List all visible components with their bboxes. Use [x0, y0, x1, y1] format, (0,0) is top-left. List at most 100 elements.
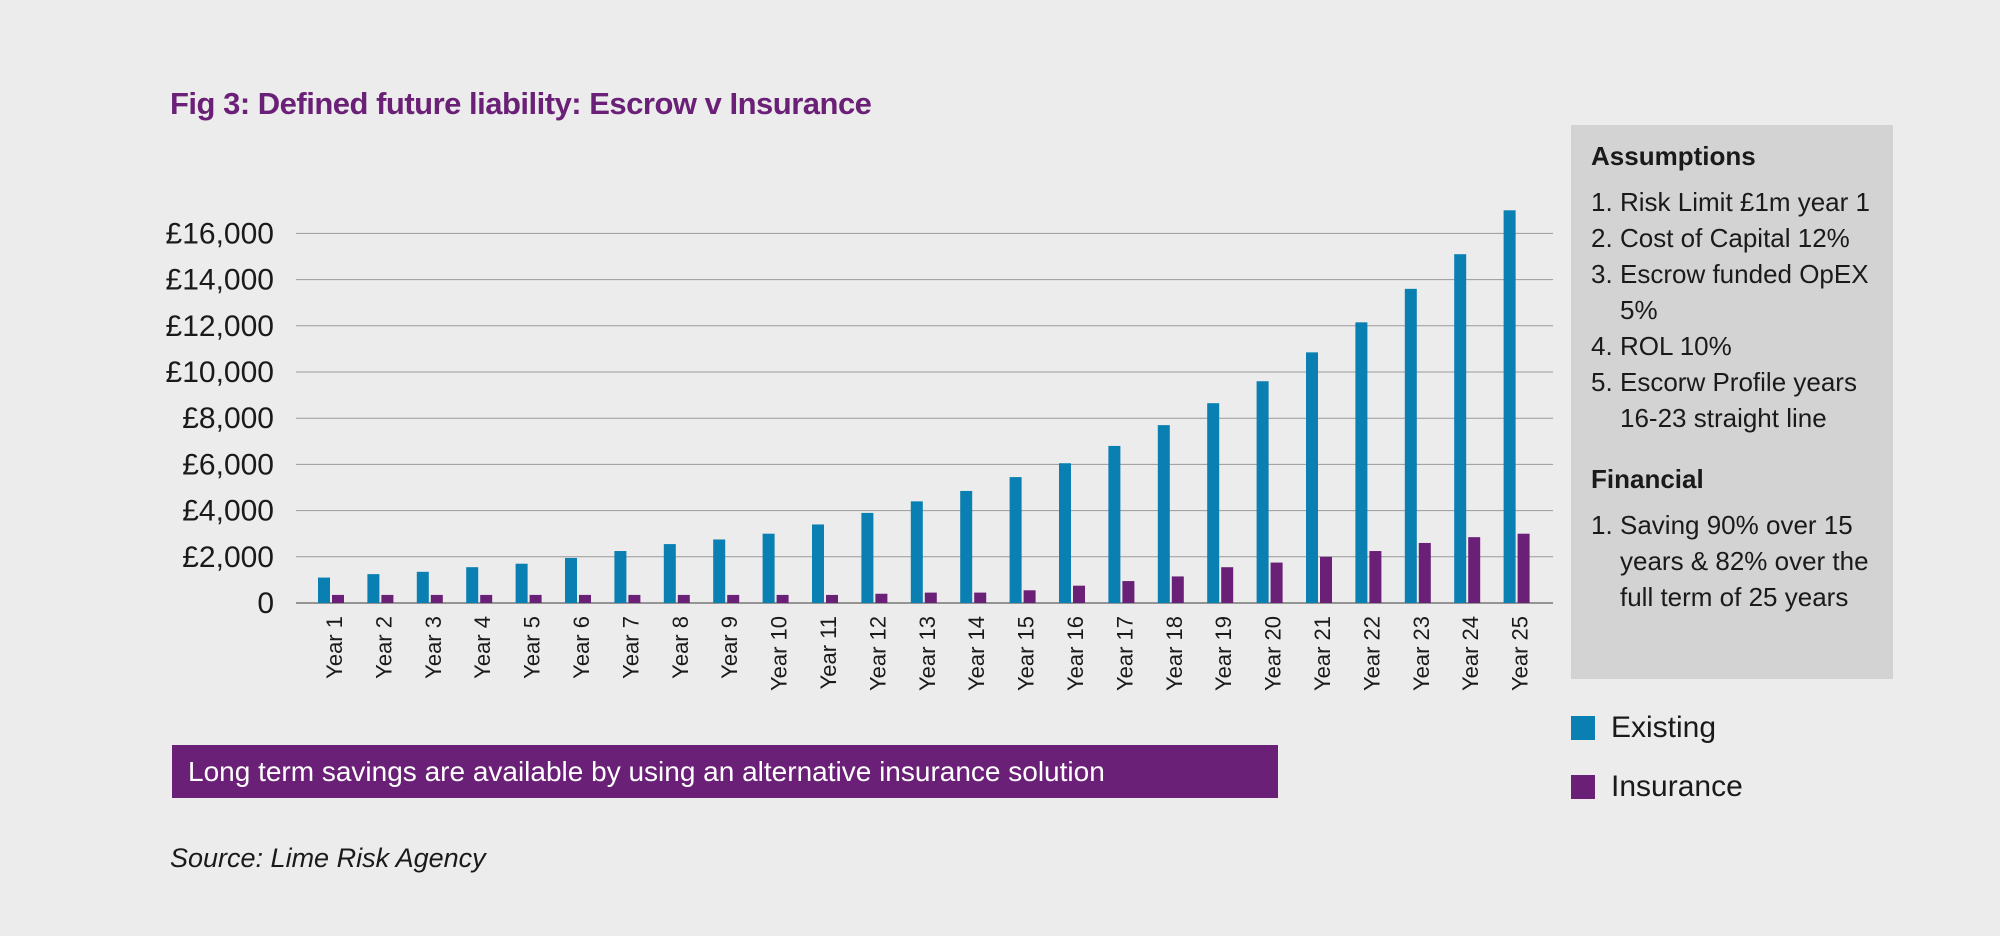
y-tick-label: £16,000	[166, 217, 274, 250]
x-tick-label: Year 21	[1310, 616, 1335, 691]
assumptions-panel: Assumptions 1. Risk Limit £1m year 1 2. Co…	[1571, 125, 1893, 679]
bar-insurance	[1369, 551, 1382, 603]
bar-insurance	[579, 594, 591, 603]
bar-insurance	[529, 594, 542, 603]
assumption-number: 3.	[1591, 259, 1613, 289]
financial-text: Saving 90% over 15 years & 82% over the …	[1620, 510, 1869, 612]
bar-insurance	[677, 594, 690, 603]
assumption-item: 5. Escorw Profile years 16-23 straight li…	[1591, 364, 1873, 436]
legend-item-insurance: Insurance	[1571, 767, 1743, 807]
savings-banner: Long term savings are available by using…	[172, 745, 1278, 798]
chart-title: Fig 3: Defined future liability: Escrow …	[170, 86, 872, 121]
bar-existing	[466, 567, 479, 603]
assumption-item: 1. Risk Limit £1m year 1	[1591, 184, 1873, 220]
financial-number: 1.	[1591, 510, 1613, 540]
bar-existing	[1157, 425, 1170, 603]
x-tick-label: Year 25	[1508, 616, 1533, 691]
assumption-item: 2. Cost of Capital 12%	[1591, 220, 1873, 256]
bar-insurance	[1468, 537, 1481, 603]
x-tick-label: Year 23	[1409, 616, 1434, 691]
bar-insurance	[1122, 581, 1135, 603]
bar-existing	[1256, 381, 1269, 603]
bar-insurance	[727, 594, 740, 603]
bar-existing	[1108, 445, 1121, 603]
bar-existing	[1306, 352, 1318, 603]
x-tick-label: Year 11	[816, 616, 841, 689]
bar-existing	[910, 501, 923, 603]
x-tick-label: Year 16	[1063, 616, 1088, 691]
y-tick-label: £10,000	[166, 356, 274, 389]
chart-legend: Existing Insurance	[1571, 708, 1743, 826]
bar-existing	[318, 577, 330, 603]
y-tick-label: £6,000	[182, 448, 274, 481]
x-tick-label: Year 13	[915, 616, 940, 691]
assumption-number: 5.	[1591, 367, 1613, 397]
legend-label-insurance: Insurance	[1611, 770, 1743, 803]
bar-existing	[367, 574, 380, 603]
x-tick-label: Year 15	[1014, 616, 1039, 691]
bar-existing	[960, 490, 973, 603]
bar-existing	[565, 557, 577, 603]
assumption-text: Escrow funded OpEX 5%	[1620, 259, 1869, 325]
financial-heading: Financial	[1591, 464, 1704, 494]
x-tick-label: Year 12	[865, 616, 890, 691]
bar-existing	[1009, 477, 1022, 603]
assumption-number: 1.	[1591, 187, 1613, 217]
x-tick-label: Year 24	[1458, 616, 1483, 691]
bar-insurance	[826, 594, 838, 603]
bar-insurance	[628, 594, 641, 603]
x-tick-label: Year 22	[1359, 616, 1384, 691]
bar-existing	[762, 533, 775, 603]
y-tick-label: £12,000	[166, 310, 274, 343]
bar-insurance	[1023, 590, 1036, 603]
bar-insurance	[332, 594, 344, 603]
y-tick-label: £14,000	[166, 264, 274, 297]
x-tick-label: Year 14	[964, 616, 989, 691]
assumption-item: 4. ROL 10%	[1591, 328, 1873, 364]
assumption-text: Risk Limit £1m year 1	[1620, 187, 1870, 217]
bar-existing	[614, 551, 627, 603]
y-tick-label: £8,000	[182, 402, 274, 435]
bar-existing	[1404, 288, 1417, 603]
legend-swatch-existing	[1571, 716, 1595, 740]
y-tick-label: £2,000	[182, 541, 274, 574]
financial-list: 1. Saving 90% over 15 years & 82% over th…	[1591, 507, 1873, 615]
bar-insurance	[1517, 533, 1530, 603]
bar-insurance	[974, 592, 987, 603]
bar-existing	[416, 571, 429, 603]
bar-existing	[1059, 463, 1071, 603]
bar-existing	[1355, 322, 1368, 603]
bar-existing	[812, 524, 824, 603]
bar-insurance	[1418, 542, 1431, 603]
legend-label-existing: Existing	[1611, 711, 1717, 744]
legend-swatch-insurance	[1571, 775, 1595, 799]
assumption-text: Cost of Capital 12%	[1620, 223, 1850, 253]
y-tick-label: £4,000	[182, 495, 274, 528]
bar-insurance	[480, 594, 493, 603]
x-tick-label: Year 1	[322, 616, 347, 679]
assumptions-heading: Assumptions	[1591, 141, 1756, 171]
x-tick-label: Year 2	[371, 616, 396, 679]
source-note: Source: Lime Risk Agency	[170, 843, 486, 873]
x-tick-label: Year 10	[767, 616, 792, 691]
bar-insurance	[430, 594, 443, 603]
bar-existing	[1207, 403, 1220, 603]
x-tick-label: Year 17	[1112, 616, 1137, 691]
bar-insurance	[776, 594, 789, 603]
x-tick-label: Year 4	[470, 616, 495, 679]
bar-insurance	[1270, 562, 1283, 603]
gridlines	[296, 232, 1553, 604]
assumption-text: ROL 10%	[1620, 331, 1732, 361]
bar-existing	[663, 544, 676, 603]
bar-existing	[713, 539, 726, 603]
assumption-number: 2.	[1591, 223, 1613, 253]
x-tick-label: Year 9	[717, 616, 742, 679]
x-tick-label: Year 19	[1211, 616, 1236, 691]
assumption-item: 3. Escrow funded OpEX 5%	[1591, 256, 1873, 328]
assumption-number: 4.	[1591, 331, 1613, 361]
bar-insurance	[1221, 567, 1234, 603]
bar-insurance	[1171, 576, 1184, 603]
y-axis-ticks: 0 £2,000 £4,000 £6,000 £8,000 £10,000 £12,000 £…	[166, 217, 274, 620]
x-tick-label: Year 7	[618, 616, 643, 679]
